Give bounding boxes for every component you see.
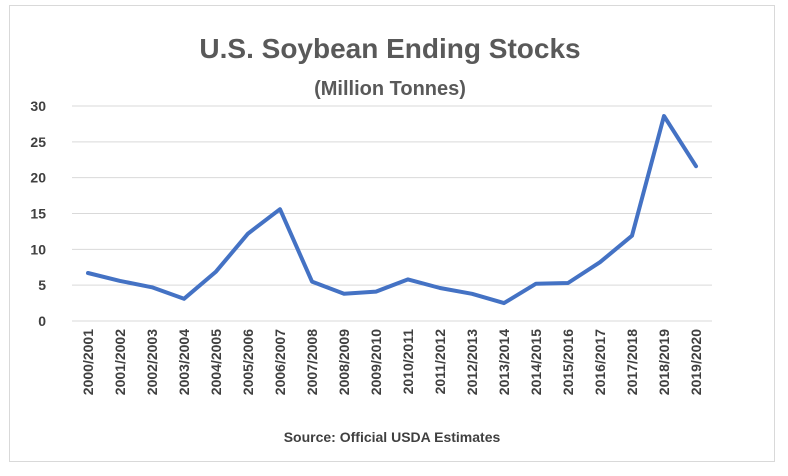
x-tick-label: 2012/2013 bbox=[464, 329, 480, 395]
data-point bbox=[663, 115, 665, 118]
x-tick-label: 2005/2006 bbox=[240, 329, 256, 395]
data-point bbox=[631, 234, 633, 237]
x-tick-label: 2008/2009 bbox=[336, 329, 352, 395]
x-tick-label: 2017/2018 bbox=[624, 329, 640, 395]
x-tick-label: 2007/2008 bbox=[304, 329, 320, 395]
data-point bbox=[407, 278, 409, 281]
data-point bbox=[215, 270, 217, 273]
data-point bbox=[535, 282, 537, 285]
x-tick-label: 2013/2014 bbox=[496, 329, 512, 395]
chart-frame bbox=[9, 5, 775, 462]
data-point bbox=[503, 302, 505, 305]
y-tick-label: 0 bbox=[38, 313, 46, 329]
data-point bbox=[151, 286, 153, 289]
x-tick-label: 2010/2011 bbox=[400, 329, 416, 395]
x-axis-ticks: 2000/2001 2001/2002 2002/2003 2003/2004 2004… bbox=[80, 329, 704, 395]
x-tick-label: 2006/2007 bbox=[272, 329, 288, 395]
data-point bbox=[567, 282, 569, 285]
x-tick-label: 2018/2019 bbox=[656, 329, 672, 395]
data-point bbox=[439, 287, 441, 290]
y-tick-label: 10 bbox=[30, 241, 46, 257]
data-point bbox=[247, 232, 249, 235]
data-point bbox=[183, 297, 185, 300]
data-point bbox=[87, 271, 89, 274]
x-tick-label: 2015/2016 bbox=[560, 329, 576, 395]
x-tick-label: 2000/2001 bbox=[80, 329, 96, 395]
data-point bbox=[375, 290, 377, 293]
y-axis-ticks: 0 5 10 15 20 25 30 bbox=[30, 98, 46, 329]
y-tick-label: 25 bbox=[30, 134, 46, 150]
y-tick-label: 15 bbox=[30, 206, 46, 222]
data-point bbox=[471, 292, 473, 295]
series-line bbox=[86, 114, 698, 306]
x-tick-label: 2001/2002 bbox=[112, 329, 128, 395]
gridlines bbox=[72, 105, 712, 322]
data-point bbox=[599, 261, 601, 264]
x-tick-label: 2002/2003 bbox=[144, 329, 160, 395]
source-note: Source: Official USDA Estimates bbox=[284, 429, 501, 445]
y-tick-label: 20 bbox=[30, 170, 46, 186]
x-tick-label: 2019/2020 bbox=[688, 329, 704, 395]
data-point bbox=[119, 279, 121, 282]
data-point bbox=[279, 208, 281, 211]
x-tick-label: 2003/2004 bbox=[176, 329, 192, 395]
x-tick-label: 2011/2012 bbox=[432, 329, 448, 395]
series-layer bbox=[86, 114, 698, 306]
x-tick-label: 2009/2010 bbox=[368, 329, 384, 395]
y-tick-label: 30 bbox=[30, 98, 46, 114]
chart-subtitle: (Million Tonnes) bbox=[314, 78, 466, 100]
data-point bbox=[311, 280, 313, 283]
y-tick-label: 5 bbox=[38, 277, 46, 293]
chart-title: U.S. Soybean Ending Stocks bbox=[199, 33, 580, 64]
data-point bbox=[343, 292, 345, 295]
x-tick-label: 2014/2015 bbox=[528, 329, 544, 395]
x-tick-label: 2004/2005 bbox=[208, 329, 224, 395]
data-point bbox=[695, 165, 697, 168]
x-tick-label: 2016/2017 bbox=[592, 329, 608, 395]
